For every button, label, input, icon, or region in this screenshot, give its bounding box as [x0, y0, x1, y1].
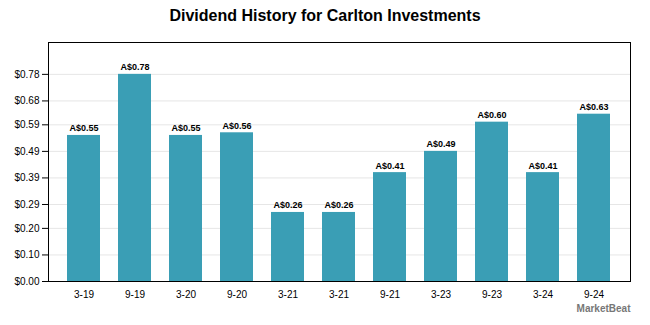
- svg-text:$0.68: $0.68: [14, 95, 39, 106]
- svg-text:A$0.49: A$0.49: [426, 139, 455, 149]
- svg-text:A$0.26: A$0.26: [324, 200, 353, 210]
- svg-text:A$0.55: A$0.55: [171, 123, 200, 133]
- svg-text:$0.78: $0.78: [14, 69, 39, 80]
- svg-text:3-23: 3-23: [431, 289, 451, 300]
- svg-text:$0.20: $0.20: [14, 223, 39, 234]
- svg-text:3-24: 3-24: [533, 289, 553, 300]
- svg-text:A$0.78: A$0.78: [120, 62, 149, 72]
- svg-text:A$0.41: A$0.41: [375, 161, 404, 171]
- svg-text:9-23: 9-23: [482, 289, 502, 300]
- svg-text:9-21: 9-21: [380, 289, 400, 300]
- svg-text:$0.59: $0.59: [14, 119, 39, 130]
- svg-text:3-19: 3-19: [74, 289, 94, 300]
- svg-text:9-24: 9-24: [584, 289, 604, 300]
- svg-text:A$0.60: A$0.60: [477, 110, 506, 120]
- svg-text:3-21: 3-21: [329, 289, 349, 300]
- svg-text:$0.10: $0.10: [14, 249, 39, 260]
- svg-text:9-19: 9-19: [125, 289, 145, 300]
- html-text:Dividend History for Carlton I: Dividend History for Carlton Investments: [169, 7, 481, 24]
- svg-text:9-20: 9-20: [227, 289, 247, 300]
- svg-text:A$0.63: A$0.63: [579, 102, 608, 112]
- svg-text:A$0.41: A$0.41: [528, 161, 557, 171]
- svg-text:$0.29: $0.29: [14, 199, 39, 210]
- svg-text:A$0.55: A$0.55: [69, 123, 98, 133]
- svg-text:A$0.26: A$0.26: [273, 200, 302, 210]
- svg-text:A$0.56: A$0.56: [222, 121, 251, 131]
- svg-text:3-20: 3-20: [176, 289, 196, 300]
- svg-text:$0.49: $0.49: [14, 146, 39, 157]
- svg-text:$0.00: $0.00: [14, 276, 39, 287]
- svg-text:$0.39: $0.39: [14, 172, 39, 183]
- svg-text:MarketBeat: MarketBeat: [577, 303, 632, 314]
- svg-text:3-21: 3-21: [278, 289, 298, 300]
